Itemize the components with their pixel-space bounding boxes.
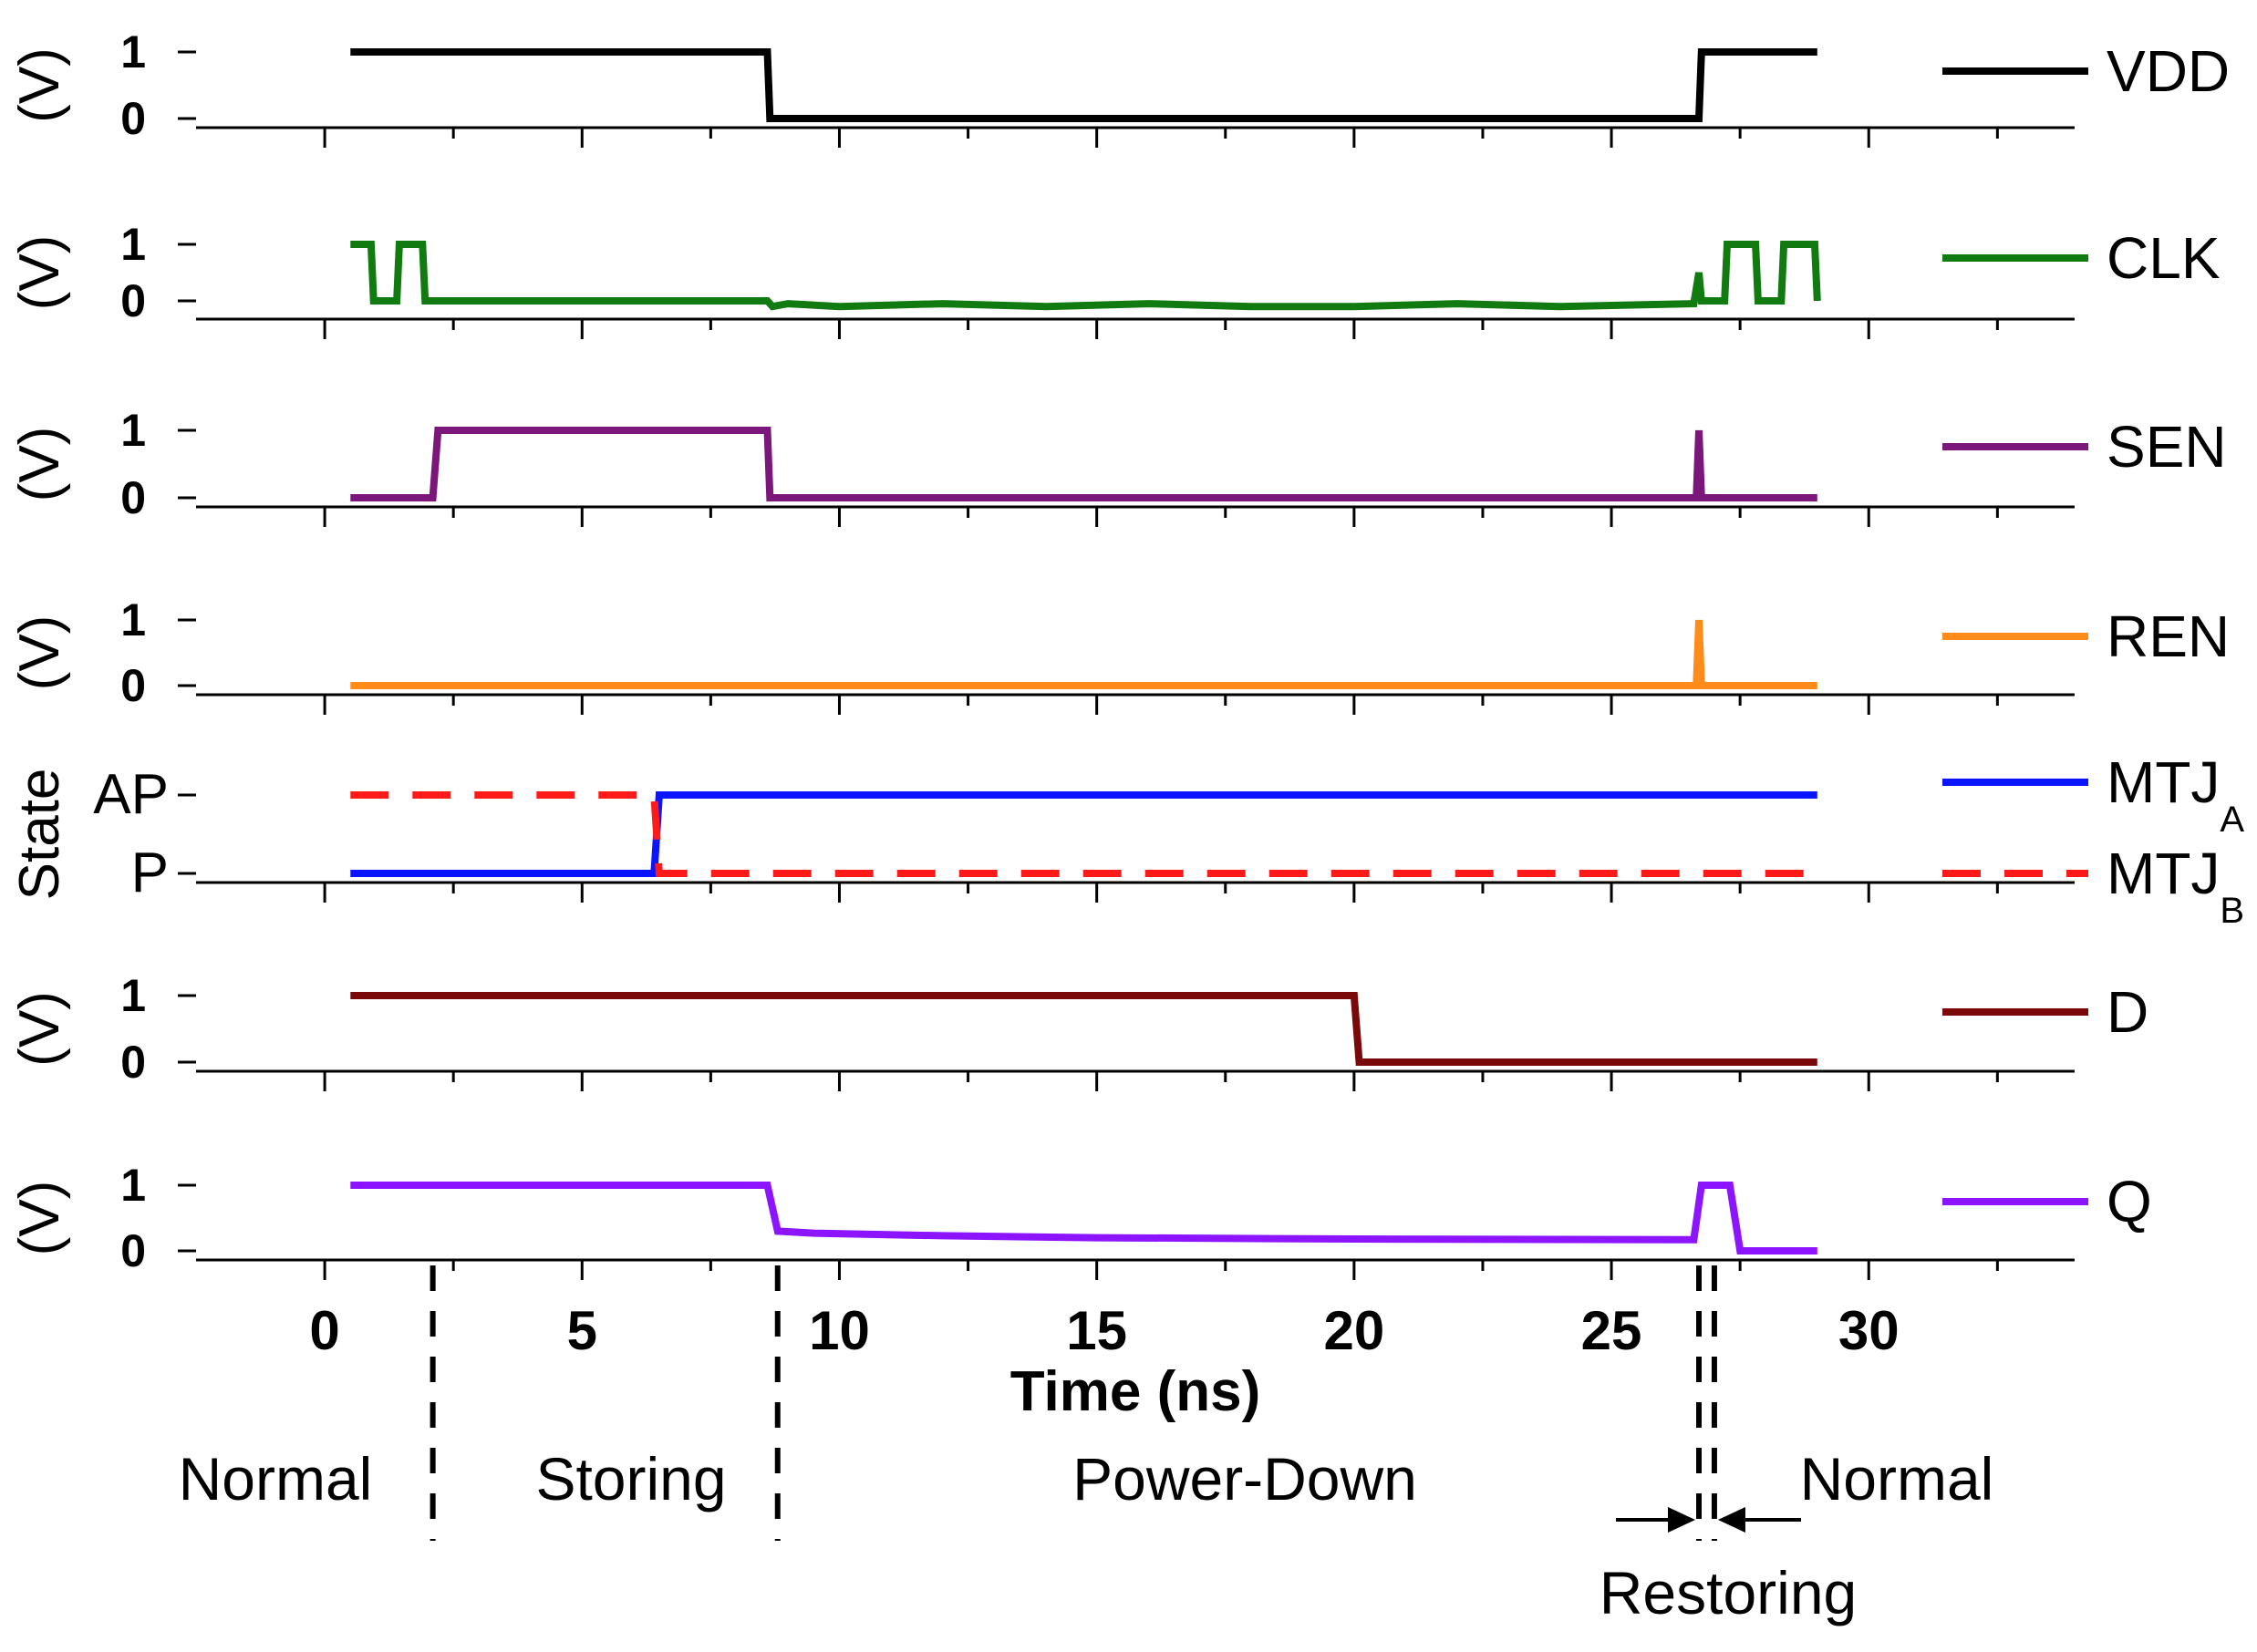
series-line-mtj-b <box>350 791 1817 877</box>
series-line-mtj-a <box>350 791 1817 877</box>
y-tick-label-vdd-low: 0 <box>120 93 146 144</box>
y-tick-label-d-low: 0 <box>120 1037 146 1088</box>
legend-subscript: A <box>2220 800 2244 840</box>
legend-subscript: B <box>2220 891 2244 931</box>
legend-label-q: Q <box>2107 1169 2152 1234</box>
restoring-arrow-left-head <box>1668 1507 1695 1533</box>
y-tick-label-ap: AP <box>93 763 169 826</box>
y-tick-label-sen-high: 1 <box>120 405 146 456</box>
y-axis-label-ren: (V) <box>8 615 71 691</box>
legend-label-d: D <box>2107 979 2148 1045</box>
y-axis-label-mtj: State <box>8 769 71 901</box>
restoring-arrow-right-head <box>1717 1507 1745 1533</box>
series-line-d <box>350 992 1817 1066</box>
y-tick-label-sen-low: 0 <box>120 472 146 523</box>
series-line-sen <box>350 427 1817 501</box>
series-line-clk <box>350 241 1821 311</box>
y-axis-label-sen: (V) <box>8 427 71 502</box>
legend-label-sen: SEN <box>2107 414 2227 480</box>
phase-label-storing: Storing <box>535 1445 726 1513</box>
y-tick-label-clk-high: 1 <box>120 219 146 270</box>
x-tick-label: 20 <box>1323 1300 1384 1361</box>
series-line-q <box>350 1182 1817 1254</box>
x-tick-label: 15 <box>1066 1300 1127 1361</box>
y-tick-label-clk-low: 0 <box>120 275 146 326</box>
legend-label-ren: REN <box>2107 604 2230 669</box>
x-tick-label: 10 <box>809 1300 870 1361</box>
y-axis-label-clk: (V) <box>8 235 71 311</box>
phase-label-restoring: Restoring <box>1600 1559 1857 1626</box>
legend-label-vdd: VDD <box>2107 38 2230 104</box>
phase-label-power-down: Power-Down <box>1072 1445 1417 1513</box>
x-axis-title: Time (ns) <box>1010 1360 1260 1423</box>
series-line-vdd <box>350 48 1817 122</box>
x-tick-label: 25 <box>1581 1300 1642 1361</box>
y-tick-label-d-high: 1 <box>120 970 146 1021</box>
y-tick-label-vdd-high: 1 <box>120 26 146 77</box>
phase-label-normal: Normal <box>1800 1445 1994 1513</box>
y-tick-label-ren-high: 1 <box>120 594 146 645</box>
y-axis-label-vdd: (V) <box>8 47 71 123</box>
y-tick-label-q-low: 0 <box>120 1225 146 1276</box>
y-axis-label-q: (V) <box>8 1181 71 1256</box>
x-tick-label: 30 <box>1838 1300 1900 1361</box>
y-tick-label-p: P <box>131 841 169 904</box>
legend-label-mtj-b: MTJB <box>2107 841 2244 931</box>
y-tick-label-q-high: 1 <box>120 1160 146 1211</box>
x-tick-label: 5 <box>567 1300 597 1361</box>
series-line-ren <box>350 619 1817 689</box>
y-axis-label-d: (V) <box>8 991 71 1067</box>
legend-label-clk: CLK <box>2107 225 2221 291</box>
y-tick-label-ren-low: 0 <box>120 660 146 711</box>
legend-label-mtj-a: MTJA <box>2107 749 2244 840</box>
x-tick-label: 0 <box>309 1300 339 1361</box>
phase-label-normal: Normal <box>179 1445 373 1513</box>
